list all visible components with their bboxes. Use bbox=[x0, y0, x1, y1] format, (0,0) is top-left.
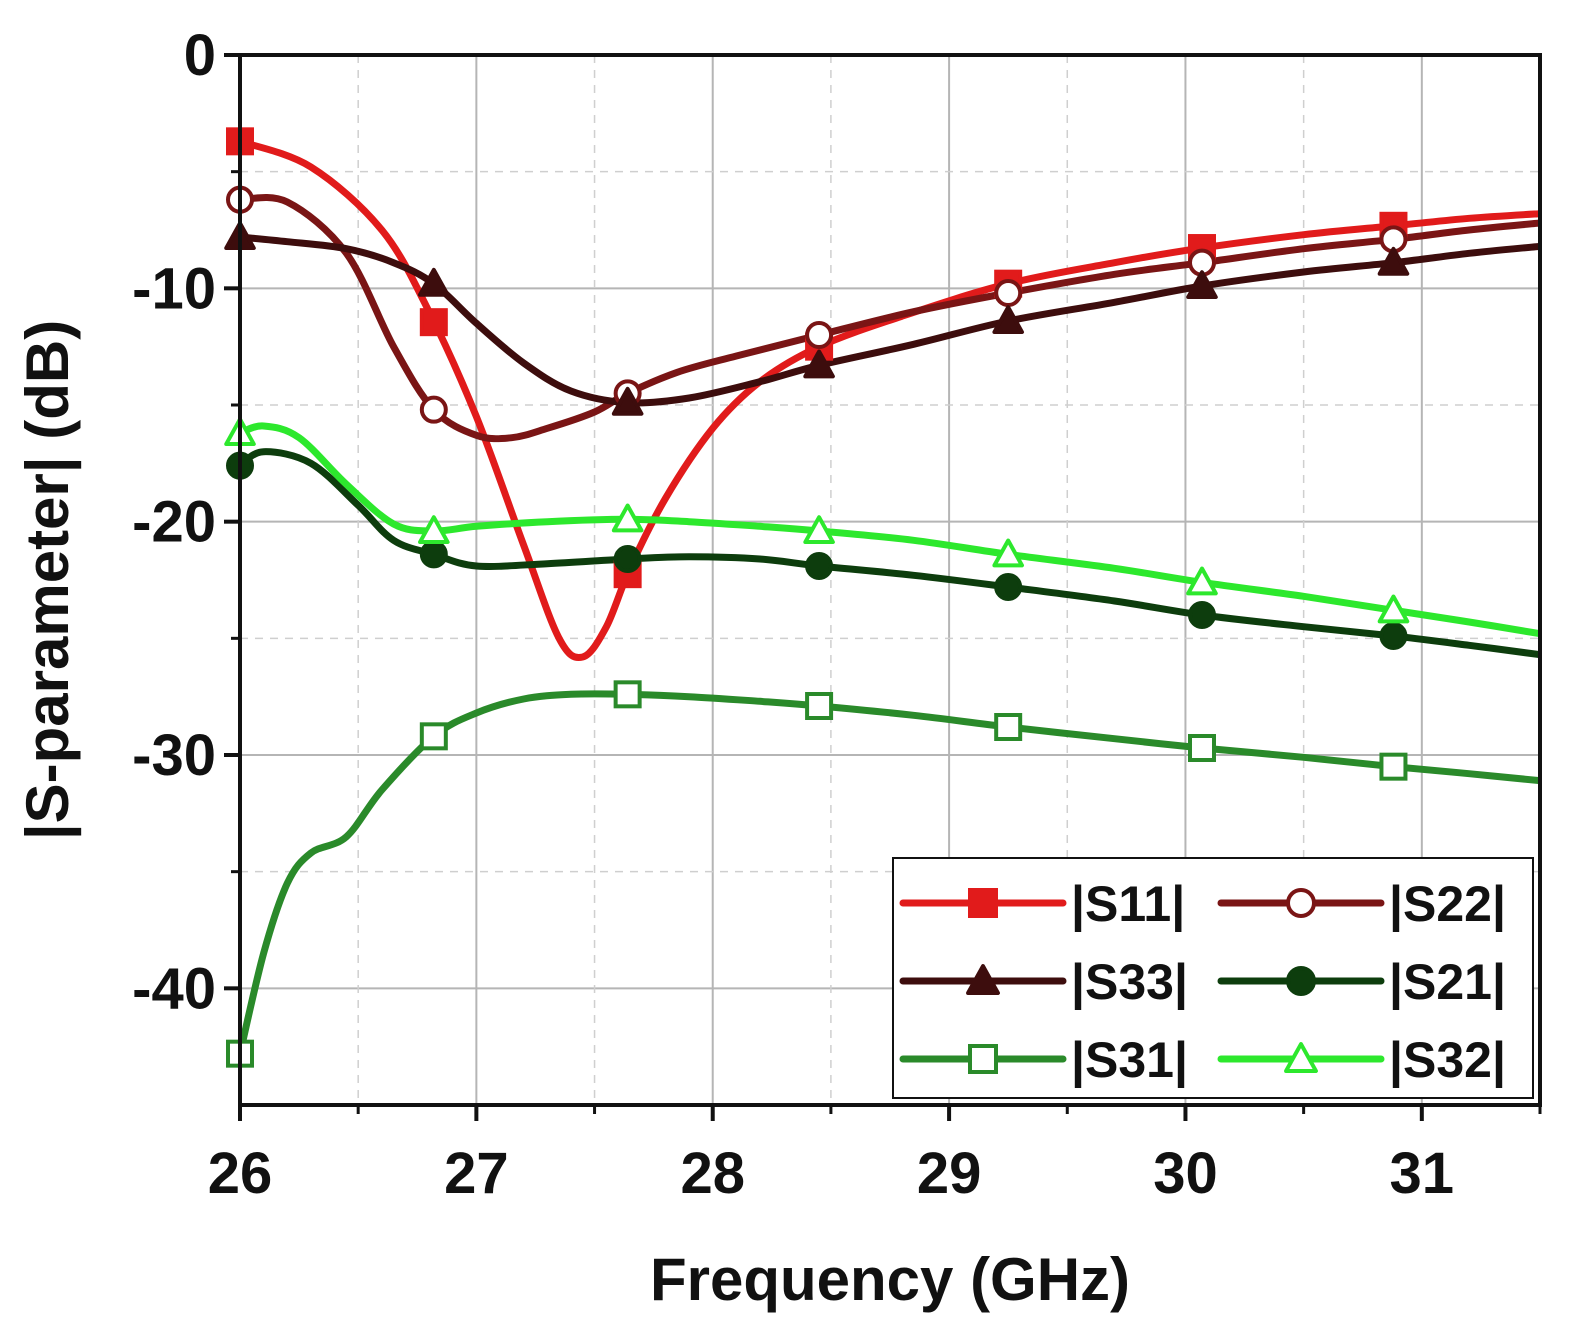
data-point-s33 bbox=[611, 386, 644, 416]
legend-label-s21: |S21| bbox=[1389, 954, 1506, 1011]
legend-label-s32: |S32| bbox=[1389, 1032, 1506, 1089]
data-point-s21 bbox=[1188, 601, 1216, 629]
data-point-s32 bbox=[803, 515, 835, 545]
plot-frame bbox=[238, 53, 1542, 1107]
x-tick-label: 28 bbox=[680, 1141, 745, 1206]
series-line-s32 bbox=[240, 422, 1540, 638]
data-point-s21 bbox=[613, 545, 642, 573]
data-point-s31 bbox=[1379, 752, 1408, 781]
data-point-s33 bbox=[1377, 246, 1410, 276]
x-tick-label: 26 bbox=[208, 1141, 273, 1206]
data-point-s31 bbox=[994, 713, 1023, 741]
y-axis-title: |S-parameter| (dB) bbox=[14, 320, 82, 840]
legend-marker-s21 bbox=[1286, 966, 1316, 996]
data-point-s31 bbox=[805, 692, 834, 720]
data-point-s31 bbox=[613, 680, 642, 709]
data-point-s32 bbox=[611, 503, 644, 533]
y-tick-label: -30 bbox=[132, 723, 216, 788]
data-point-s33 bbox=[418, 267, 450, 297]
series-line-s22 bbox=[240, 193, 1540, 443]
data-point-s31 bbox=[1188, 734, 1216, 762]
data-point-s31 bbox=[419, 722, 448, 751]
legend-marker-s22 bbox=[1286, 888, 1316, 918]
data-point-s21 bbox=[994, 573, 1023, 601]
data-point-s22 bbox=[805, 321, 834, 349]
series-lines bbox=[240, 137, 1540, 1058]
x-tick-label: 27 bbox=[444, 1141, 509, 1206]
y-tick-label: 0 bbox=[184, 23, 216, 88]
legend: |S11| |S22| |S33| |S21| |S31| |S32| bbox=[892, 857, 1534, 1099]
data-point-s22 bbox=[419, 395, 448, 424]
legend-label-s11: |S11| bbox=[1071, 876, 1185, 933]
data-point-s33 bbox=[803, 349, 835, 379]
data-point-s21 bbox=[1379, 622, 1408, 650]
y-tick-label: -20 bbox=[132, 490, 216, 555]
x-axis-title: Frequency (GHz) bbox=[650, 1246, 1130, 1313]
series-line-s31 bbox=[240, 690, 1540, 1058]
x-tick-label: 31 bbox=[1390, 1141, 1455, 1206]
series-line-s21 bbox=[240, 448, 1540, 659]
data-point-s33 bbox=[1186, 270, 1218, 300]
legend-label-s31: |S31| bbox=[1071, 1032, 1188, 1089]
data-point-s33 bbox=[992, 305, 1024, 335]
data-point-s22 bbox=[994, 279, 1023, 307]
data-point-s11 bbox=[419, 308, 448, 337]
series-line-s11 bbox=[240, 137, 1540, 662]
data-point-s32 bbox=[1377, 594, 1410, 624]
data-point-s21 bbox=[419, 540, 448, 569]
legend-label-s22: |S22| bbox=[1389, 876, 1506, 933]
y-tick-label: -10 bbox=[132, 256, 216, 321]
axes: 26 27 28 29 30 31 0 -10 -20 -30 -40 bbox=[132, 23, 1542, 1206]
data-point-s21 bbox=[805, 552, 834, 580]
series-line-s33 bbox=[240, 233, 1540, 407]
legend-marker-s32 bbox=[1284, 1042, 1318, 1073]
legend-marker-s11 bbox=[968, 888, 998, 918]
data-point-s32 bbox=[418, 515, 450, 545]
series-markers bbox=[224, 127, 1410, 1068]
legend-marker-s31 bbox=[968, 1044, 998, 1074]
legend-label-s33: |S33| bbox=[1071, 954, 1188, 1011]
data-point-s32 bbox=[1186, 566, 1218, 596]
x-tick-label: 29 bbox=[917, 1141, 982, 1206]
legend-marker-s33 bbox=[966, 964, 1000, 995]
x-tick-label: 30 bbox=[1153, 1141, 1218, 1206]
y-tick-label: -40 bbox=[132, 956, 216, 1021]
data-point-s32 bbox=[992, 538, 1024, 568]
